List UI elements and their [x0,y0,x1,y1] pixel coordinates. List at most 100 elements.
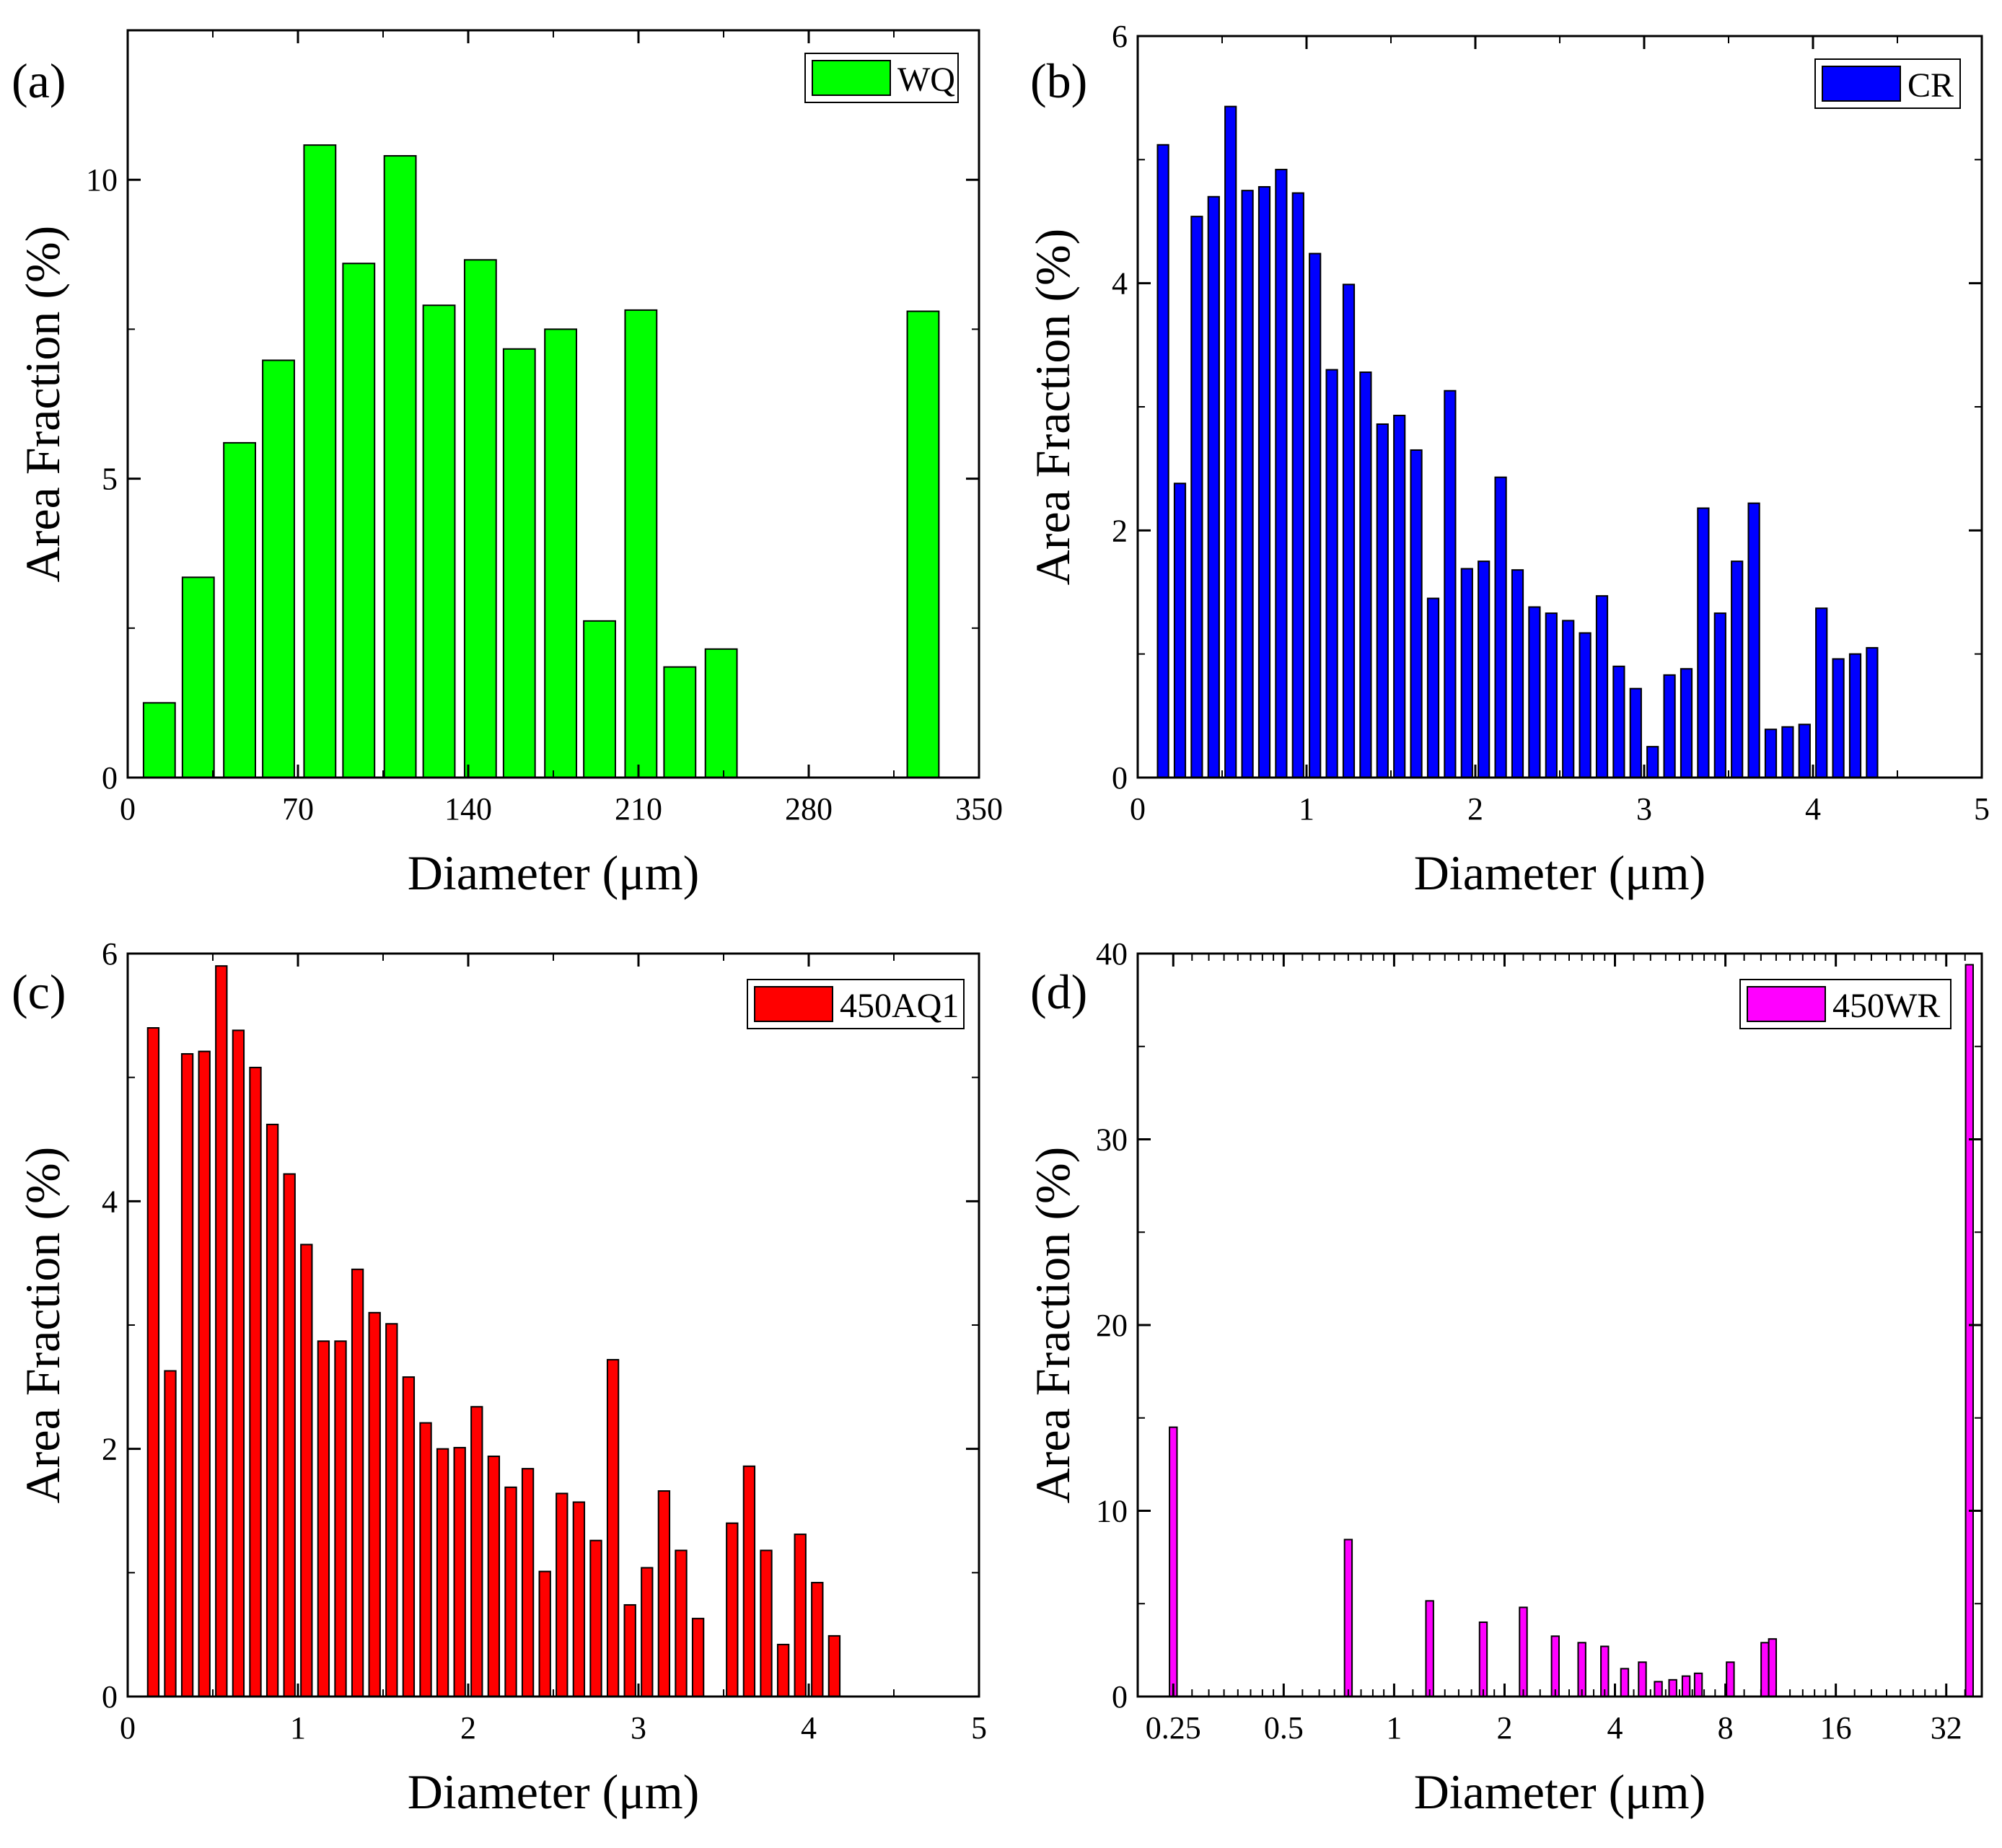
y-tick-label: 4 [1112,266,1128,302]
bar [589,1539,602,1697]
bar [556,1492,568,1697]
x-tick-label: 4 [1607,1710,1623,1746]
x-tick-label: 280 [785,791,833,827]
y-tick-label: 0 [102,760,118,796]
bar [1629,687,1642,779]
bar [487,1455,501,1697]
bar [623,1603,636,1697]
bar [1668,1678,1677,1697]
bar [317,1340,330,1697]
bar [1760,1642,1770,1697]
bar [811,1582,824,1697]
bar [1600,1645,1610,1698]
x-tick-label: 5 [971,1710,987,1746]
bar [1798,723,1811,778]
x-tick-label: 3 [1636,791,1652,827]
x-tick-label: 4 [801,1710,817,1746]
bar [1964,964,1974,1697]
x-tick-label: 2 [1467,791,1483,827]
bar [675,1549,688,1698]
bar [1376,423,1389,779]
bar [1693,1672,1703,1697]
panel-label: (a) [12,53,66,108]
bar [368,1311,381,1698]
bar [1444,390,1457,778]
y-tick-label: 6 [1112,19,1128,54]
x-tick-label: 0.25 [1146,1710,1201,1746]
bar [334,1340,347,1697]
bar [1257,186,1271,778]
y-axis-title: Area Fraction (%) [1025,229,1080,586]
legend-swatch [1822,66,1901,102]
bar [583,620,616,778]
bar [1460,568,1473,778]
x-tick-label: 1 [1299,791,1314,827]
y-tick-label: 2 [102,1432,118,1467]
bar [1681,1675,1691,1698]
bar [419,1422,432,1698]
bar [641,1567,654,1697]
bar [726,1522,739,1698]
bar-series [146,965,841,1698]
bar [1425,1600,1434,1697]
y-tick-label: 40 [1096,936,1128,972]
bar [776,1643,790,1697]
bar [1747,502,1760,778]
bar [422,304,456,778]
bar [504,1486,517,1697]
bar [1612,665,1625,778]
bar [1726,1661,1735,1698]
bar [1620,1668,1630,1697]
bar [1207,195,1220,778]
panel-a: 0 5 10 0 70 140 210 280 350 Diameter (μm) Area Fra… [12,29,1003,900]
y-tick-label: 6 [102,936,118,972]
bar [470,1406,483,1698]
bar [300,1244,313,1697]
x-tick-label: 210 [615,791,662,827]
bar [1343,1539,1353,1698]
bar [1169,1426,1178,1697]
bar [198,1050,211,1698]
bar [794,1534,807,1698]
bar [249,1066,262,1697]
x-tick-label: 2 [1496,1710,1512,1746]
y-tick-label: 4 [102,1184,118,1219]
bar [180,1053,194,1698]
x-axis-title: Diameter (μm) [1414,845,1706,900]
x-tick-label: 4 [1805,791,1821,827]
bar [1519,1606,1528,1697]
bar [1781,726,1794,779]
bar [351,1268,364,1697]
y-axis-title: Area Fraction (%) [15,1147,70,1504]
legend: CR [1814,58,1961,109]
bar [572,1501,586,1698]
y-tick-label: 10 [86,162,118,198]
bar-series [1156,105,1879,779]
bar [906,310,940,778]
bar [181,576,215,778]
y-axis-title: Area Fraction (%) [15,226,70,583]
bar [1866,647,1879,778]
legend-label: CR [1907,66,1954,105]
bar [1848,653,1862,779]
plot-frame [1136,952,1983,1698]
bar [1224,105,1237,779]
x-tick-label: 140 [444,791,492,827]
x-tick-label: 8 [1718,1710,1734,1746]
bar [1550,1635,1560,1697]
legend: 450AQ1 [747,979,965,1029]
bar-series [142,144,940,779]
bar [146,1027,160,1697]
bar [704,648,738,778]
y-tick-label: 20 [1096,1308,1128,1343]
bar [223,441,256,778]
bar [1156,144,1169,779]
panel-label: (b) [1030,53,1087,108]
bar [1275,169,1288,779]
legend-swatch [754,986,833,1022]
bar [342,263,376,778]
bar [1325,369,1338,778]
bar [232,1029,245,1697]
bar [1697,507,1710,778]
